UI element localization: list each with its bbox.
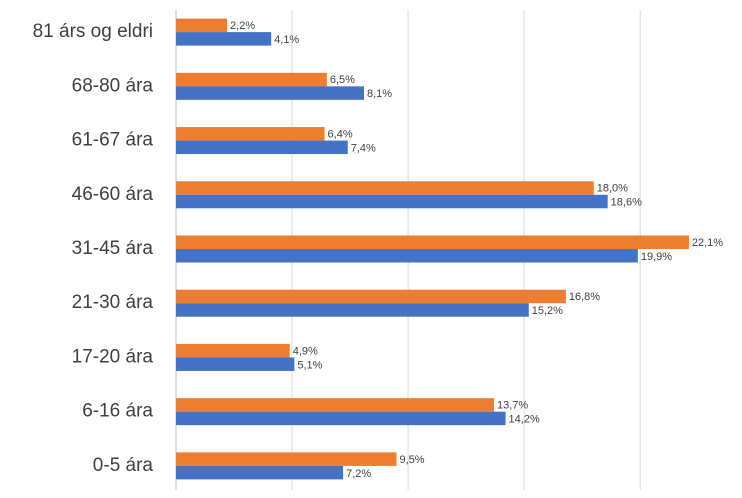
bar	[176, 127, 325, 141]
bar	[176, 398, 494, 412]
bar	[176, 465, 344, 480]
bar	[176, 181, 594, 195]
value-label: 22,1%	[692, 237, 723, 249]
value-label: 6,5%	[330, 74, 355, 86]
value-label: 14,2%	[509, 414, 540, 426]
bar	[176, 452, 397, 466]
value-label: 6,4%	[328, 128, 353, 140]
value-label: 4,9%	[293, 345, 318, 357]
category-label: 17-20 ára	[72, 346, 154, 367]
bar	[176, 249, 638, 263]
category-label: 61-67 ára	[72, 130, 154, 151]
bar	[176, 411, 506, 426]
bar	[176, 343, 290, 358]
category-label: 81 árs og eldri	[33, 21, 153, 42]
value-label: 2,2%	[230, 20, 255, 32]
bar	[176, 357, 295, 371]
bar	[176, 72, 327, 87]
value-label: 7,2%	[346, 468, 371, 480]
bar	[176, 303, 529, 317]
category-label: 68-80 ára	[72, 75, 154, 96]
value-label: 16,8%	[569, 291, 600, 303]
category-label: 46-60 ára	[72, 184, 154, 205]
bar	[176, 140, 348, 155]
bar	[176, 86, 364, 100]
value-label: 4,1%	[274, 34, 299, 46]
value-label: 9,5%	[399, 454, 424, 466]
category-label: 0-5 ára	[93, 455, 154, 476]
value-label: 5,1%	[297, 359, 322, 371]
bar	[176, 32, 272, 46]
bar	[176, 194, 608, 209]
value-label: 13,7%	[497, 400, 528, 412]
value-label: 8,1%	[367, 88, 392, 100]
category-label: 21-30 ára	[72, 292, 154, 313]
category-label: 6-16 ára	[82, 401, 153, 422]
value-label: 18,0%	[597, 183, 628, 195]
category-label: 31-45 ára	[72, 238, 154, 259]
value-label: 7,4%	[351, 142, 376, 154]
bar	[176, 289, 566, 304]
bar	[176, 18, 228, 33]
value-label: 19,9%	[641, 251, 672, 263]
value-label: 18,6%	[611, 197, 642, 209]
value-label: 15,2%	[532, 305, 563, 317]
bar	[176, 235, 689, 249]
